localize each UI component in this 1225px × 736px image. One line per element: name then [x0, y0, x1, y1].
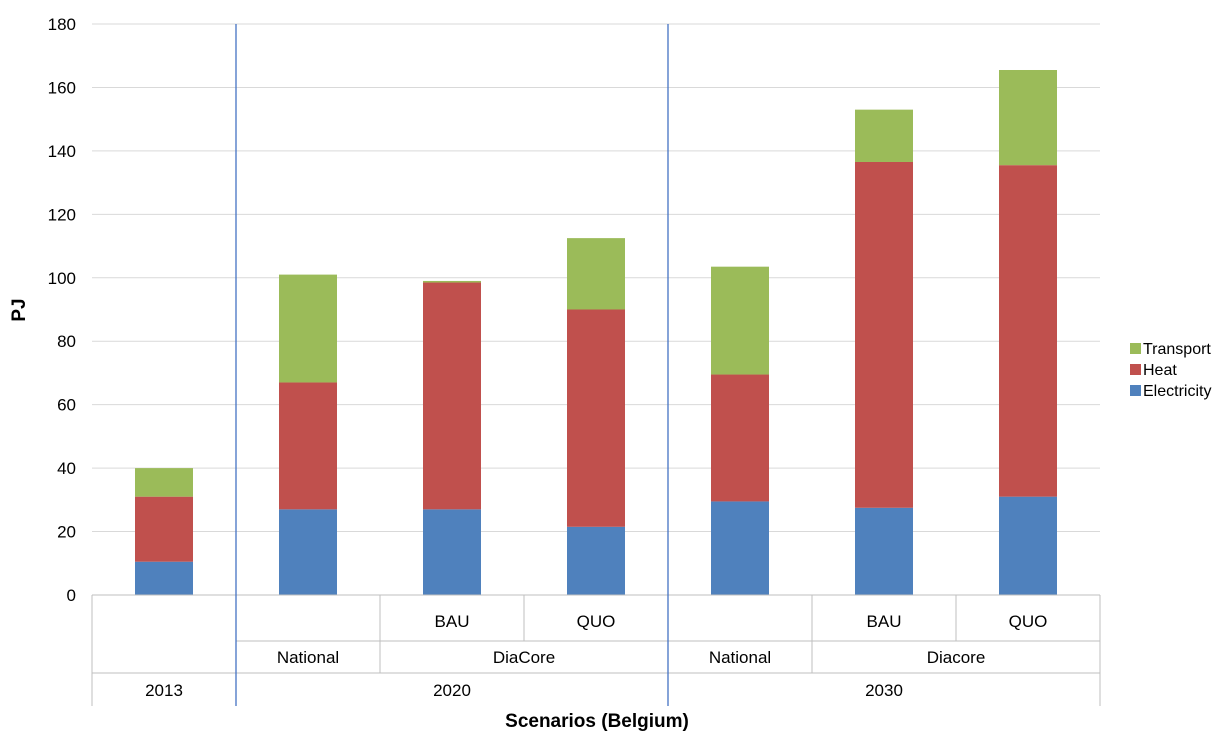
y-tick-label: 60 [57, 396, 76, 415]
legend-label-heat: Heat [1143, 362, 1177, 379]
category-label-level1: BAU [867, 612, 902, 631]
y-axis-ticks: 0 20 40 60 80 100 120 140 160 180 [48, 15, 76, 605]
category-label-level2: National [709, 648, 771, 667]
y-tick-label: 180 [48, 15, 76, 34]
category-label-level3: 2030 [865, 681, 903, 700]
x-axis-categories: BAU QUO BAU QUO National DiaCore National Diaco… [91, 24, 1101, 706]
bars [135, 69, 1057, 595]
category-label-level3: 2020 [433, 681, 471, 700]
bar-segment-heat [999, 165, 1057, 497]
bar-segment-electricity [711, 501, 769, 595]
legend: Transport Heat Electricity [1130, 341, 1211, 400]
bar-segment-heat [135, 496, 193, 562]
bar-segment-transport [711, 266, 769, 375]
bar-segment-transport [855, 109, 913, 162]
legend-label-electricity: Electricity [1143, 383, 1211, 400]
y-tick-label: 120 [48, 205, 76, 224]
y-tick-label: 160 [48, 78, 76, 97]
bar-segment-electricity [567, 526, 625, 595]
category-label-level2: DiaCore [493, 648, 555, 667]
bar-segment-heat [855, 161, 913, 508]
bar-segment-transport [423, 280, 481, 283]
legend-swatch-electricity [1130, 385, 1141, 396]
y-tick-label: 100 [48, 269, 76, 288]
legend-label-transport: Transport [1143, 341, 1211, 358]
bar-segment-transport [567, 238, 625, 310]
bar-segment-heat [279, 382, 337, 510]
bar-segment-heat [711, 374, 769, 502]
y-tick-label: 20 [57, 523, 76, 542]
bar-segment-transport [279, 274, 337, 383]
category-label-level1: QUO [577, 612, 616, 631]
bar-segment-electricity [135, 561, 193, 595]
x-axis-title: Scenarios (Belgium) [505, 711, 689, 732]
bar-segment-electricity [855, 507, 913, 595]
bar-segment-electricity [279, 509, 337, 595]
y-tick-label: 40 [57, 459, 76, 478]
y-tick-label: 0 [67, 586, 76, 605]
category-label-level2: Diacore [927, 648, 986, 667]
y-axis-title: PJ [9, 298, 30, 321]
bar-segment-transport [999, 69, 1057, 166]
y-tick-label: 80 [57, 332, 76, 351]
category-label-level1: QUO [1009, 612, 1048, 631]
category-label-level2: National [277, 648, 339, 667]
y-tick-label: 140 [48, 142, 76, 161]
bar-segment-transport [135, 468, 193, 497]
bar-segment-electricity [999, 496, 1057, 595]
category-label-level1: BAU [435, 612, 470, 631]
category-label-level3: 2013 [145, 681, 183, 700]
bar-segment-electricity [423, 509, 481, 595]
legend-swatch-transport [1130, 343, 1141, 354]
bar-segment-heat [567, 309, 625, 527]
legend-swatch-heat [1130, 364, 1141, 375]
bar-segment-heat [423, 282, 481, 510]
